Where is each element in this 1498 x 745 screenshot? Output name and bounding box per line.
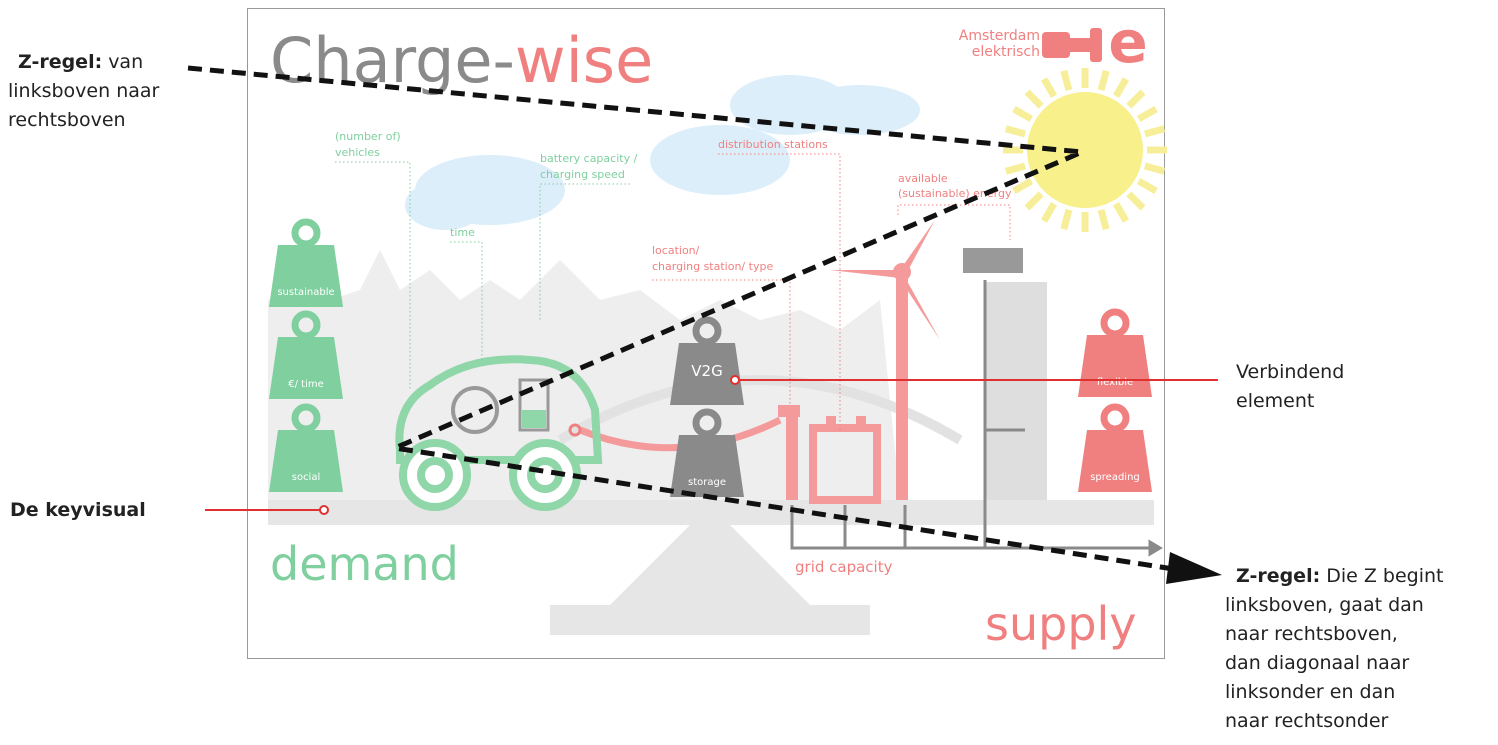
car-part [513, 443, 577, 507]
label: distribution stations [718, 138, 828, 151]
weight-label: storage [688, 477, 726, 488]
annotation: Z-regel: Die Z begint [1236, 565, 1443, 587]
weight-label: €/ time [288, 379, 324, 390]
annotation-text: dan diagonaal naar [1225, 652, 1409, 674]
title-part: wise [515, 24, 653, 97]
label: available [898, 172, 948, 185]
weight-label: social [292, 472, 321, 483]
annotation-text: Verbindend [1236, 361, 1344, 383]
label: grid capacity [795, 558, 893, 576]
logo-plug-part: e [1108, 8, 1147, 76]
sun-ray [1006, 166, 1025, 171]
z-path-part [1166, 552, 1222, 584]
title: Charge-wise [270, 24, 653, 97]
supply-infrastructure-part [826, 416, 836, 428]
sun-ray [1101, 71, 1106, 90]
label: time [450, 226, 475, 239]
clouds-part [405, 180, 485, 230]
logo-plug-part [1070, 38, 1090, 52]
annotation-label: Z-regel: [18, 51, 102, 73]
logo-plug-part [1042, 32, 1070, 58]
skyline-part [985, 282, 1047, 500]
sun-ray [1145, 166, 1164, 171]
scale-part [550, 605, 870, 635]
label: charging speed [540, 168, 625, 181]
annotation-text: van [108, 51, 143, 73]
label: location/ [652, 244, 700, 257]
logo-text: elektrisch [972, 44, 1040, 60]
sun-ray [1145, 129, 1164, 134]
sun-ray [1064, 210, 1069, 229]
annotation-label: Z-regel: [1236, 565, 1320, 587]
label: charging station/ type [652, 260, 773, 273]
supply-infrastructure-part [896, 270, 908, 500]
supply-infrastructure-part [778, 405, 800, 417]
annotation-text: rechtsboven [8, 109, 126, 131]
pointer-lines-part [731, 376, 739, 384]
annotation-text: Die Z begint [1326, 565, 1443, 587]
scale-part [268, 500, 1154, 525]
annotation-text: De keyvisual [10, 499, 146, 521]
sun [1003, 68, 1167, 232]
supply-infrastructure-part [786, 410, 798, 500]
weight-label: sustainable [277, 287, 334, 298]
label: battery capacity / [540, 152, 638, 165]
logo-plug-part [1090, 28, 1102, 62]
annotation: Z-regel: van [18, 51, 143, 73]
label: vehicles [335, 146, 380, 159]
supply-infrastructure-part [963, 248, 1023, 273]
supply-infrastructure-part [856, 416, 866, 428]
supply-label: supply [985, 597, 1137, 651]
clouds-part [800, 85, 920, 135]
weight-label: flexible [1097, 377, 1133, 388]
sun-ray [1064, 71, 1069, 90]
weight-label: V2G [691, 362, 722, 380]
pointer-lines-part [320, 506, 328, 514]
sun-ray [1006, 129, 1025, 134]
clouds-part [650, 125, 790, 195]
annotation-text: naar rechtsboven, [1225, 623, 1398, 645]
car-part [403, 443, 467, 507]
logo-text: Amsterdam [959, 28, 1040, 44]
annotation-text: linksboven naar [8, 80, 160, 102]
annotation-text: linksonder en dan [1225, 681, 1395, 703]
label: (number of) [335, 130, 401, 143]
car-part [522, 410, 546, 428]
sun-ray [1101, 210, 1106, 229]
demand-label: demand [270, 537, 459, 591]
weight-label: spreading [1090, 472, 1140, 483]
annotation-text: element [1236, 390, 1314, 412]
annotation-text: naar rechtsonder [1225, 710, 1389, 732]
annotation-text: linksboven, gaat dan [1225, 594, 1424, 616]
page: e sustainable €/ time social V2G storage flex… [0, 0, 1498, 745]
